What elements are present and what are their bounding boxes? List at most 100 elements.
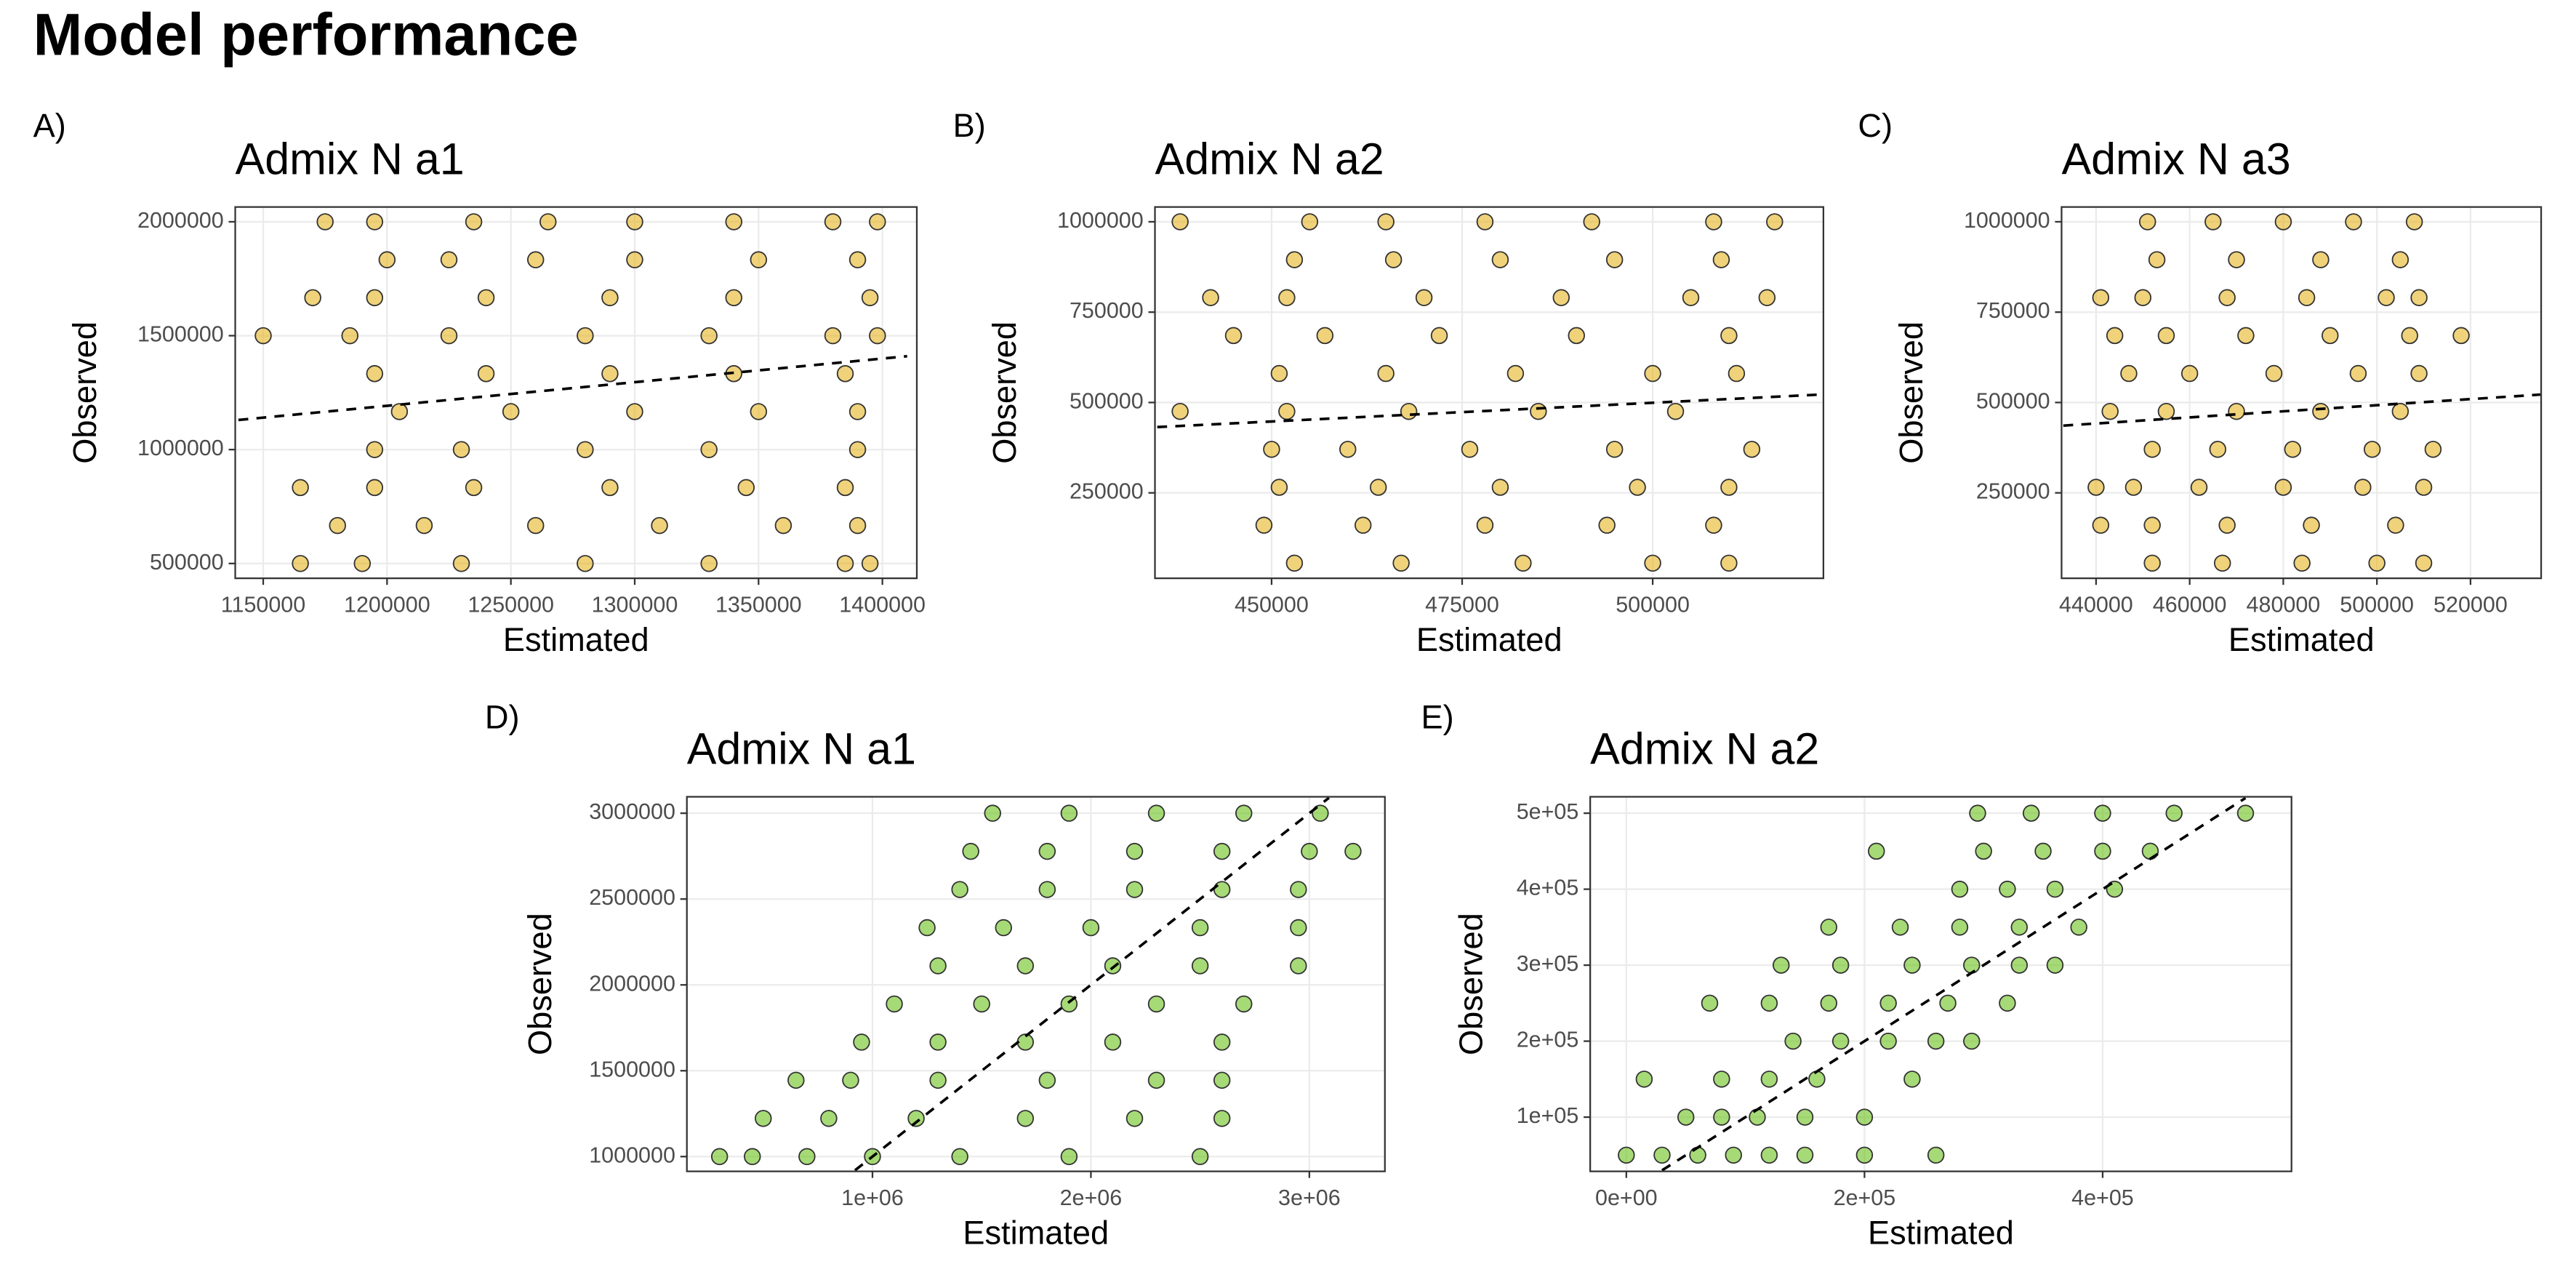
point <box>539 213 557 231</box>
point <box>2424 441 2442 458</box>
point <box>2148 251 2166 268</box>
point <box>918 919 936 937</box>
point <box>2391 402 2410 420</box>
point <box>1891 919 1909 936</box>
y-tick-label: 1500000 <box>589 1057 675 1081</box>
point <box>2010 956 2029 974</box>
point <box>2415 479 2433 496</box>
point <box>2368 554 2386 572</box>
y-tick-label: 500000 <box>1976 388 2050 413</box>
point <box>2143 441 2161 458</box>
point <box>1038 881 1056 898</box>
x-tick-label: 460000 <box>2153 593 2227 617</box>
plot-area <box>235 207 917 579</box>
x-tick-label: 1e+06 <box>841 1185 904 1210</box>
x-tick-label: 500000 <box>2340 593 2414 617</box>
plot-area <box>1590 796 2292 1172</box>
point <box>1147 995 1165 1013</box>
point <box>1939 994 1957 1012</box>
point <box>1344 842 1362 860</box>
point <box>1629 479 1646 496</box>
point <box>824 327 842 345</box>
point <box>452 441 470 458</box>
point <box>1530 402 1547 420</box>
point <box>1969 804 1986 822</box>
point <box>366 479 384 497</box>
y-tick-label: 750000 <box>1070 298 1144 323</box>
panel: 440000 460000 480000 500000 520000 250000 5000… <box>1858 107 2543 658</box>
point <box>1855 1146 1874 1164</box>
y-tick-label: 3000000 <box>589 799 675 824</box>
point <box>626 213 643 231</box>
point <box>353 555 372 572</box>
point <box>2124 479 2143 496</box>
point <box>1104 1033 1122 1051</box>
panel-label: B) <box>953 107 986 144</box>
point <box>465 213 483 231</box>
point <box>1339 441 1357 458</box>
point <box>1430 327 1448 345</box>
point <box>1316 327 1334 345</box>
plot-frame <box>2061 206 2543 580</box>
panel-title: Admix N a2 <box>1590 724 1819 774</box>
point <box>1855 1108 1874 1126</box>
point <box>1213 1110 1231 1127</box>
y-axis-title: Observed <box>986 321 1023 464</box>
point <box>962 842 979 860</box>
point <box>2405 213 2423 231</box>
point <box>2190 479 2208 496</box>
x-tick-label: 475000 <box>1425 593 1499 617</box>
point <box>1618 1146 1635 1164</box>
point <box>1879 994 1897 1012</box>
point <box>973 995 990 1013</box>
point <box>1975 842 1992 860</box>
point <box>1213 842 1231 860</box>
point <box>2209 441 2227 458</box>
point <box>836 479 854 497</box>
point <box>477 289 495 307</box>
point <box>2312 402 2330 420</box>
point <box>1820 919 1838 936</box>
point <box>1278 402 1296 420</box>
point <box>1301 213 1319 231</box>
point <box>1760 1071 1778 1088</box>
point <box>929 1033 947 1051</box>
x-tick-label: 2e+06 <box>1060 1185 1123 1210</box>
panel: 1e+06 2e+06 3e+06 1000000 1500000 2000000 2500… <box>485 698 1386 1252</box>
point <box>2087 479 2105 496</box>
y-tick-label: 3e+05 <box>1517 951 1579 976</box>
point <box>725 289 742 307</box>
y-tick-label: 1000000 <box>1057 208 1144 233</box>
point <box>1369 479 1387 496</box>
point <box>1191 919 1209 937</box>
point <box>861 555 879 572</box>
point <box>1713 1071 1730 1088</box>
point <box>366 441 384 458</box>
point <box>601 365 619 383</box>
point <box>292 479 309 497</box>
point <box>1213 881 1231 898</box>
point <box>2354 479 2372 496</box>
point <box>2349 364 2367 383</box>
point <box>1999 880 2016 898</box>
point <box>1213 1033 1231 1051</box>
point <box>1476 516 1494 534</box>
fit-line <box>1661 796 2247 1172</box>
point <box>2228 402 2245 420</box>
point <box>626 403 643 420</box>
point <box>316 213 334 231</box>
point <box>2228 251 2245 268</box>
point <box>1278 289 1296 307</box>
y-tick-label: 2000000 <box>589 971 675 996</box>
point <box>1720 554 1738 572</box>
panel-label: D) <box>485 698 520 735</box>
point <box>1705 516 1722 534</box>
point <box>755 1110 772 1127</box>
point <box>440 251 458 268</box>
y-tick-label: 1000000 <box>137 436 224 460</box>
y-axis-title: Observed <box>1453 913 1490 1055</box>
plot-frame <box>1154 206 1825 580</box>
point <box>366 289 384 307</box>
point <box>1743 441 1761 458</box>
point <box>1377 364 1395 383</box>
